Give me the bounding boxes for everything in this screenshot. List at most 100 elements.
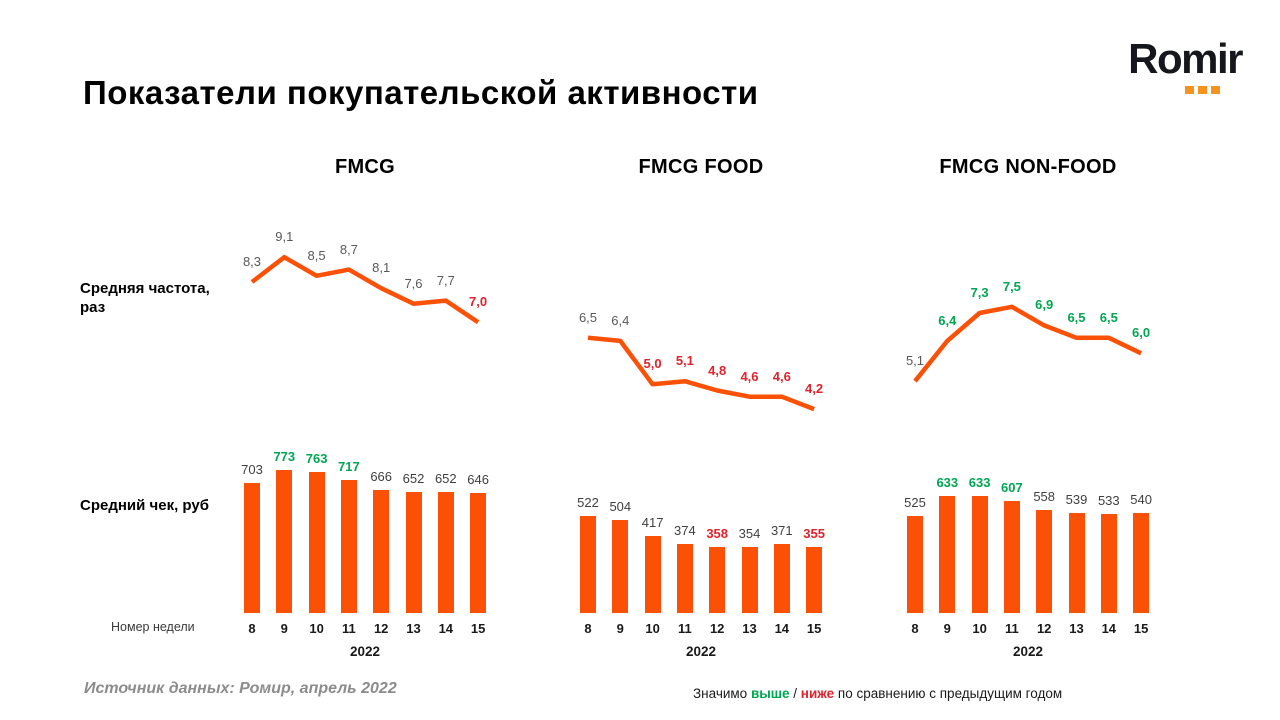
average-check-bar (276, 469, 293, 613)
average-check-bar (907, 515, 923, 613)
average-check-value-label: 763 (305, 450, 328, 466)
week-number-label: 13 (1069, 621, 1084, 636)
week-number-label: 12 (373, 621, 389, 636)
average-check-value-label: 417 (641, 514, 664, 530)
week-number-label: 15 (1133, 621, 1149, 636)
average-check-bar (1003, 500, 1020, 613)
frequency-value-label: 6,5 (1067, 309, 1086, 325)
row-label-frequency: Средняя частота, раз (80, 280, 210, 316)
frequency-value-label: 9,1 (275, 229, 294, 245)
average-check-value-label: 607 (1001, 479, 1023, 495)
year-label: 2022 (350, 644, 381, 659)
legend-suffix: по сравнению с предыдущим годом (834, 686, 1063, 701)
frequency-value-label: 7,0 (469, 294, 488, 310)
frequency-value-label: 7,7 (436, 272, 455, 288)
frequency-value-label: 8,7 (339, 241, 358, 257)
significance-legend: Значимо выше / ниже по сравнению с преды… (693, 686, 1062, 701)
average-check-bar (244, 482, 260, 613)
frequency-value-label: 7,6 (404, 275, 423, 291)
average-check-bar (644, 535, 661, 613)
average-check-bar (971, 495, 988, 613)
week-number-label: 15 (470, 621, 486, 636)
week-number-label: 10 (972, 621, 987, 636)
logo-dot-icon (1198, 86, 1207, 94)
frequency-value-label: 6,9 (1035, 297, 1054, 313)
average-check-value-label: 540 (1130, 491, 1152, 507)
average-check-value-label: 666 (370, 468, 393, 484)
week-number-label: 15 (806, 621, 822, 636)
week-number-label: 9 (280, 621, 288, 636)
average-check-value-label: 358 (706, 525, 729, 541)
average-check-value-label: 633 (968, 474, 991, 490)
column-header-fmcg-food: FMCG FOOD (638, 156, 764, 178)
column-header-fmcg-non-food: FMCG NON-FOOD (939, 156, 1117, 178)
average-check-bar (773, 544, 790, 613)
week-number-label: 14 (1101, 621, 1117, 636)
logo-dot-icon (1185, 86, 1194, 94)
row-label-average-check: Средний чек, руб (80, 497, 209, 514)
week-number-label: 10 (645, 621, 660, 636)
average-check-bar (1036, 509, 1053, 613)
frequency-value-label: 6,4 (611, 312, 630, 328)
week-number-label: 8 (248, 621, 256, 636)
average-check-value-label: 354 (738, 526, 761, 542)
average-check-bar (1133, 512, 1150, 613)
average-check-bar (580, 516, 596, 613)
average-check-bar (1100, 514, 1117, 613)
frequency-value-label: 4,2 (805, 381, 824, 397)
frequency-value-label: 8,3 (242, 254, 262, 269)
frequency-value-label: 6,4 (938, 312, 957, 328)
average-check-bar (676, 543, 693, 613)
week-number-label: 8 (584, 621, 592, 636)
frequency-value-label: 4,6 (740, 368, 759, 384)
week-number-label: 9 (943, 621, 951, 636)
average-check-bar (1068, 513, 1085, 613)
frequency-value-label: 5,0 (643, 356, 662, 372)
week-number-label: 13 (406, 621, 421, 636)
average-check-value-label: 525 (904, 494, 926, 510)
frequency-value-label: 7,5 (1002, 278, 1021, 294)
average-check-bar (373, 489, 390, 613)
average-check-bar (470, 493, 487, 613)
week-number-label: 11 (678, 621, 692, 636)
page-title: Показатели покупательской активности (83, 74, 759, 111)
average-check-bar (741, 547, 758, 613)
week-number-label: 12 (709, 621, 725, 636)
average-check-value-label: 504 (609, 498, 632, 514)
average-check-value-label: 374 (674, 522, 696, 538)
average-check-value-label: 355 (803, 526, 825, 542)
week-number-label: 11 (1005, 621, 1019, 636)
average-check-value-label: 717 (338, 459, 360, 475)
week-number-label: 14 (774, 621, 790, 636)
week-number-label: 8 (911, 621, 919, 636)
week-number-label: 13 (742, 621, 757, 636)
average-check-value-label: 633 (936, 474, 959, 490)
average-check-bar (939, 495, 956, 613)
romir-logo: Romir (1118, 36, 1244, 100)
average-check-value-label: 646 (467, 472, 489, 488)
romir-logo-dots-icon (1185, 86, 1220, 94)
logo-dot-icon (1211, 86, 1220, 94)
year-label: 2022 (686, 644, 717, 659)
frequency-value-label: 4,6 (772, 368, 791, 384)
frequency-value-label: 8,5 (307, 247, 326, 263)
average-check-bar (437, 492, 454, 613)
week-number-label: 9 (616, 621, 624, 636)
legend-higher: выше (750, 686, 790, 701)
average-check-bar (709, 546, 726, 613)
average-check-bar (308, 471, 325, 613)
legend-separator: / (789, 686, 801, 701)
frequency-value-label: 6,0 (1132, 325, 1151, 341)
average-check-bar (405, 492, 422, 613)
average-check-bar (340, 480, 357, 613)
frequency-value-label: 5,1 (675, 353, 694, 369)
week-number-label: 12 (1036, 621, 1052, 636)
average-check-value-label: 703 (241, 461, 263, 477)
romir-logo-text: Romir (1128, 35, 1243, 82)
average-check-value-label: 533 (1097, 493, 1120, 509)
frequency-value-label: 5,1 (905, 353, 925, 369)
average-check-value-label: 773 (273, 448, 296, 464)
average-check-bar (612, 519, 629, 613)
column-header-fmcg: FMCG (334, 156, 396, 178)
